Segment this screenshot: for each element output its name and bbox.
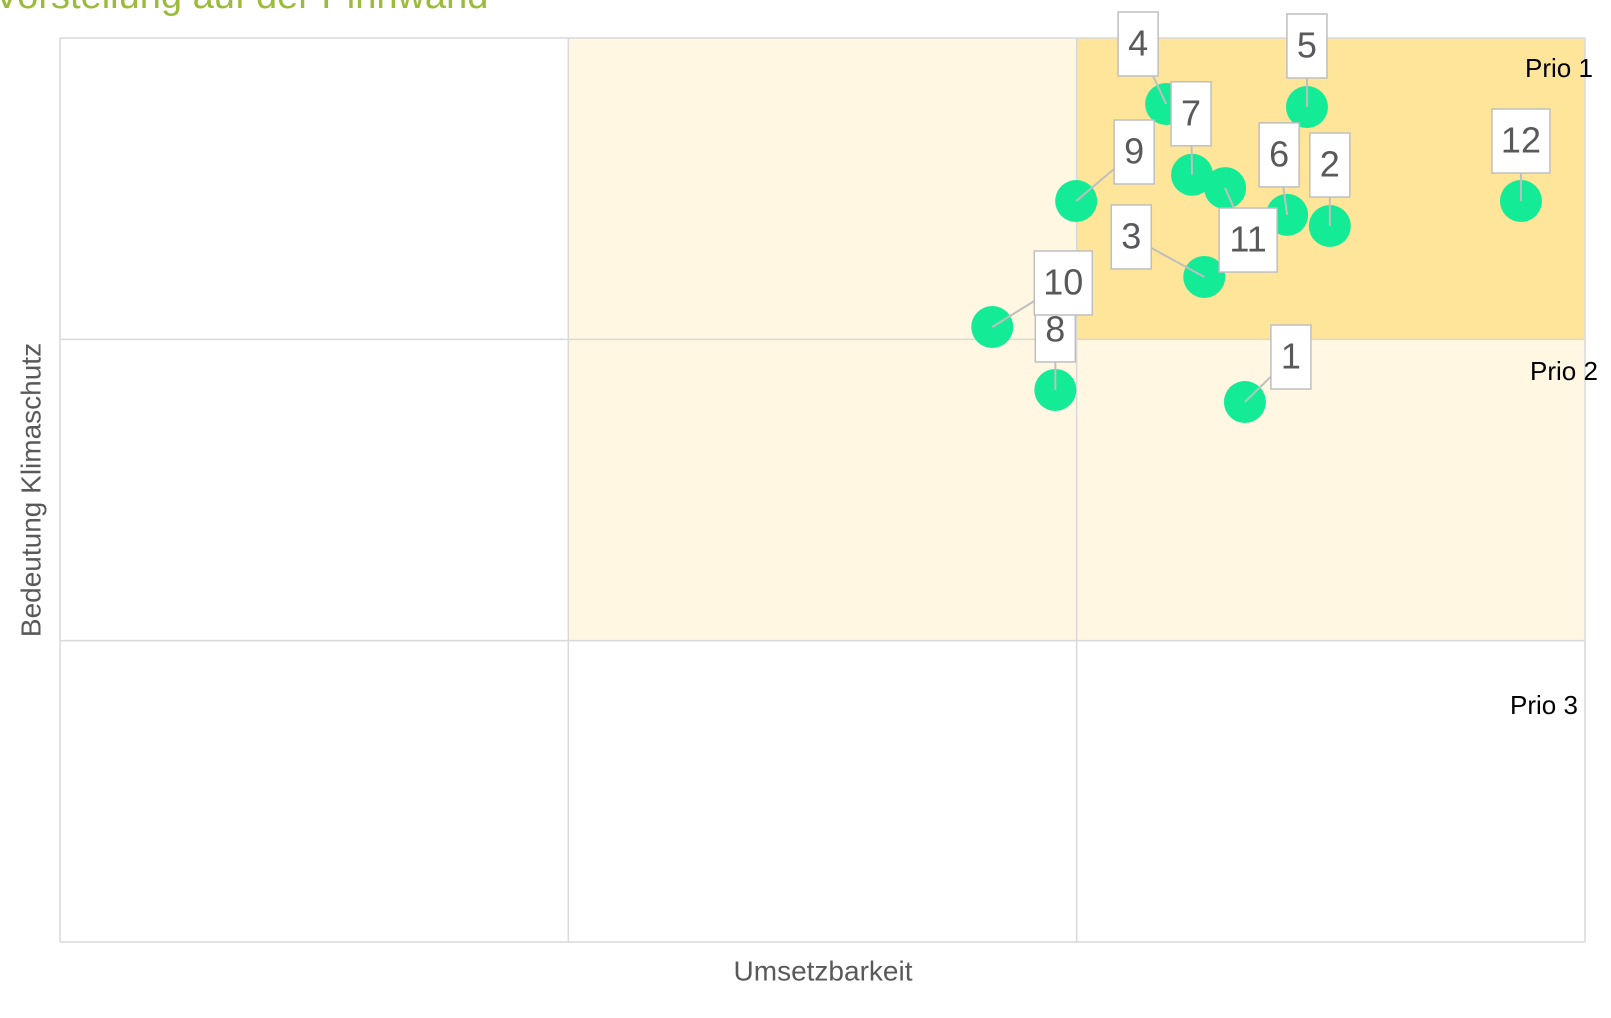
label-box	[1258, 122, 1300, 188]
point-label: 7	[1181, 92, 1201, 133]
label-box	[1218, 207, 1278, 273]
zone-label: Prio 1	[1525, 53, 1593, 83]
point-label: 8	[1045, 308, 1065, 349]
point-label: 1	[1281, 336, 1301, 377]
label-box	[1491, 108, 1551, 174]
point-label: 5	[1297, 25, 1317, 66]
label-box	[1033, 250, 1094, 316]
point-label: 10	[1043, 261, 1083, 302]
point-label: 2	[1320, 144, 1340, 185]
label-box	[1117, 11, 1159, 77]
point-label: 3	[1121, 215, 1141, 256]
label-box	[1170, 81, 1212, 147]
label-box	[1286, 13, 1328, 79]
data-point	[1285, 86, 1328, 129]
label-box	[1113, 119, 1155, 185]
point-label: 4	[1128, 23, 1148, 64]
zone-label: Prio 2	[1530, 356, 1598, 386]
point-label: 9	[1124, 131, 1144, 172]
label-box	[1309, 132, 1351, 198]
label-box	[1110, 204, 1153, 270]
x-axis-label: Umsetzbarkeit	[734, 955, 913, 986]
point-label: 12	[1501, 120, 1541, 161]
chart-title: Vorstellung auf der Pinnwand	[0, 0, 488, 17]
zone-label: Prio 3	[1510, 690, 1578, 720]
point-label: 11	[1229, 219, 1266, 260]
label-box	[1270, 324, 1312, 390]
point-label: 6	[1269, 133, 1289, 174]
y-axis-label: Bedeutung Klimaschutz	[15, 343, 46, 637]
